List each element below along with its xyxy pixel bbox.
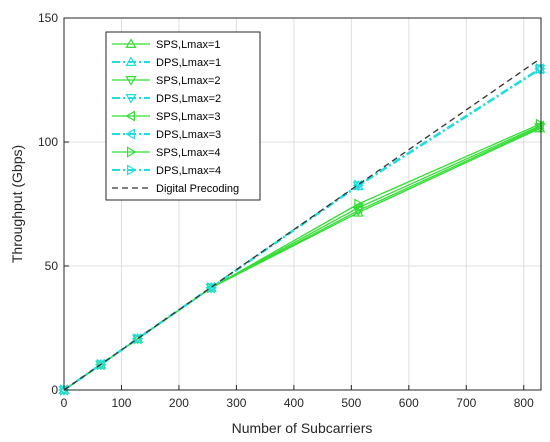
data-point: [534, 120, 544, 132]
data-point: [535, 63, 546, 75]
y-tick-label: 100: [38, 135, 58, 149]
x-tick-label: 100: [111, 396, 131, 410]
legend-marker: [125, 94, 137, 104]
legend-label: SPS,Lmax=2: [156, 75, 221, 87]
legend-marker: [125, 76, 137, 86]
legend-marker: [127, 146, 137, 158]
legend-label: SPS,Lmax=4: [156, 147, 221, 159]
legend-item: SPS,Lmax=3: [112, 110, 221, 123]
legend-item: DPS,Lmax=3: [112, 128, 221, 141]
legend-item: DPS,Lmax=4: [112, 164, 221, 177]
legend-label: SPS,Lmax=3: [156, 111, 221, 123]
x-axis-label: Number of Subcarriers: [232, 420, 373, 436]
data-point: [535, 118, 546, 130]
legend-label: DPS,Lmax=4: [156, 165, 221, 177]
data-point: [354, 179, 364, 191]
y-tick-label: 50: [45, 259, 59, 273]
legend-label: DPS,Lmax=1: [156, 57, 221, 69]
legend-item: SPS,Lmax=2: [112, 75, 221, 87]
legend-item: Digital Precoding: [112, 183, 239, 195]
x-tick-label: 600: [399, 396, 419, 410]
x-tick-label: 300: [226, 396, 246, 410]
legend-item: DPS,Lmax=2: [112, 93, 221, 105]
legend-item: DPS,Lmax=1: [112, 56, 221, 69]
data-point: [352, 202, 363, 214]
legend-label: DPS,Lmax=2: [156, 93, 221, 105]
legend-marker: [125, 38, 137, 48]
y-axis-label: Throughput (Gbps): [9, 145, 25, 263]
series-8: [63, 58, 541, 391]
legend-marker: [125, 56, 137, 66]
series-layer: [58, 58, 546, 396]
legend-label: Digital Precoding: [156, 183, 239, 195]
x-tick-label: 200: [169, 396, 189, 410]
ticks: 0 100 200 300 400 500 600 700 800 0 50 100 150: [38, 11, 534, 410]
series-line: [63, 58, 541, 391]
data-point: [354, 198, 364, 210]
legend-item: SPS,Lmax=1: [112, 38, 221, 51]
legend-label: SPS,Lmax=1: [156, 39, 221, 51]
legend-marker: [127, 164, 137, 176]
x-tick-label: 800: [514, 396, 534, 410]
legend-item: SPS,Lmax=4: [112, 146, 221, 159]
y-tick-label: 150: [38, 11, 58, 25]
legend-marker: [125, 128, 135, 140]
x-tick-label: 400: [284, 396, 304, 410]
data-point: [96, 358, 107, 370]
data-point: [133, 333, 144, 345]
plot-frame: [63, 17, 542, 391]
legend: SPS,Lmax=1 DPS,Lmax=1 SPS,Lmax=2 DPS,Lmax=2…: [105, 31, 261, 201]
x-tick-label: 700: [456, 396, 476, 410]
x-tick-label: 0: [61, 396, 68, 410]
legend-marker: [125, 110, 135, 122]
legend-label: DPS,Lmax=3: [156, 129, 221, 141]
data-point: [60, 384, 70, 396]
data-point: [207, 282, 217, 294]
x-tick-label: 500: [341, 396, 361, 410]
y-tick-label: 0: [51, 383, 58, 397]
data-point: [95, 360, 107, 371]
